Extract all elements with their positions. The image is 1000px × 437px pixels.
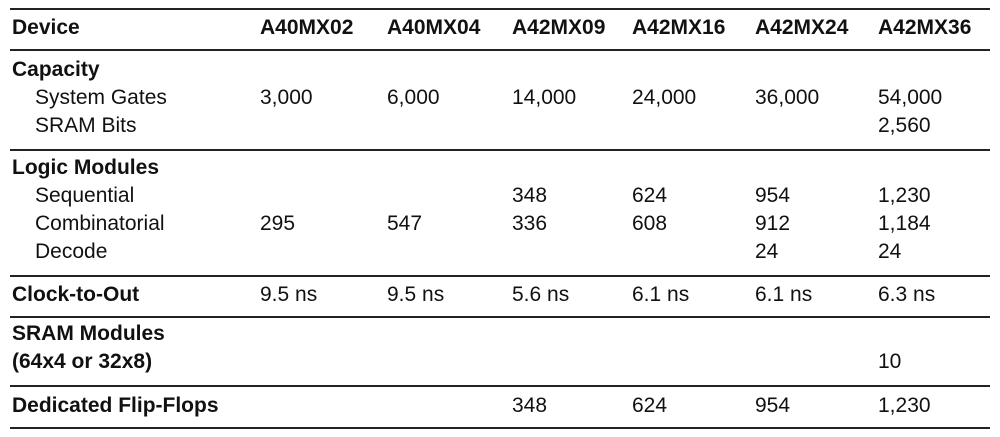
column-header: A40MX04 (387, 16, 481, 39)
header-label: Device (12, 16, 80, 39)
table-row: SRAM Bits 2,560 (0, 112, 1000, 140)
cell-value: 1,230 (878, 184, 931, 207)
cell-value: 295 (260, 212, 296, 235)
row-label: Sequential (35, 184, 135, 207)
row-label: SRAM Bits (35, 114, 137, 137)
cell-value: 1,184 (878, 212, 931, 235)
cell-value: 3,000 (260, 86, 313, 109)
table-row: Dedicated Flip-Flops 348 624 954 1,230 (0, 392, 1000, 420)
section-subtitle: (64x4 or 32x8) (12, 350, 153, 373)
cell-value: 24 (878, 240, 902, 263)
table-rule-top (10, 8, 990, 10)
section-title: Clock-to-Out (12, 283, 140, 306)
table-rule-bottom (10, 427, 990, 429)
column-header: A42MX09 (512, 16, 606, 39)
section-title: Capacity (12, 58, 100, 81)
table-row: Combinatorial 295 547 336 608 912 1,184 (0, 210, 1000, 238)
column-header: A42MX16 (632, 16, 726, 39)
column-header: A42MX36 (878, 16, 972, 39)
cell-value: 24 (755, 240, 779, 263)
column-header: A42MX24 (755, 16, 849, 39)
table-rule (10, 49, 990, 51)
column-header: A40MX02 (260, 16, 354, 39)
table-row: System Gates 3,000 6,000 14,000 24,000 36,000… (0, 84, 1000, 112)
cell-value: 14,000 (512, 86, 577, 109)
table-row: SRAM Modules (0, 320, 1000, 348)
cell-value: 54,000 (878, 86, 943, 109)
table-row: Logic Modules (0, 154, 1000, 182)
table-rule (10, 275, 990, 277)
cell-value: 6.3 ns (878, 283, 936, 306)
cell-value: 348 (512, 394, 548, 417)
cell-value: 348 (512, 184, 548, 207)
table-row: Decode 24 24 (0, 238, 1000, 266)
cell-value: 954 (755, 394, 791, 417)
cell-value: 10 (878, 350, 902, 373)
table-rule (10, 149, 990, 151)
cell-value: 624 (632, 184, 668, 207)
cell-value: 1,230 (878, 394, 931, 417)
cell-value: 547 (387, 212, 423, 235)
cell-value: 6,000 (387, 86, 440, 109)
table-row: (64x4 or 32x8) 10 (0, 348, 1000, 376)
cell-value: 36,000 (755, 86, 820, 109)
cell-value: 24,000 (632, 86, 697, 109)
cell-value: 608 (632, 212, 668, 235)
row-label: Decode (35, 240, 108, 263)
table-row: Capacity (0, 56, 1000, 84)
cell-value: 6.1 ns (755, 283, 813, 306)
row-label: System Gates (35, 86, 167, 109)
table-row: Sequential 348 624 954 1,230 (0, 182, 1000, 210)
cell-value: 624 (632, 394, 668, 417)
cell-value: 6.1 ns (632, 283, 690, 306)
cell-value: 9.5 ns (260, 283, 318, 306)
row-label: Combinatorial (35, 212, 165, 235)
cell-value: 2,560 (878, 114, 931, 137)
header-row: Device A40MX02 A40MX04 A42MX09 A42MX16 A… (0, 14, 1000, 42)
cell-value: 954 (755, 184, 791, 207)
table-rule (10, 385, 990, 387)
section-title: Dedicated Flip-Flops (12, 394, 219, 417)
cell-value: 912 (755, 212, 791, 235)
table-rule (10, 316, 990, 318)
section-title: Logic Modules (12, 156, 159, 179)
cell-value: 9.5 ns (387, 283, 445, 306)
section-title: SRAM Modules (12, 322, 165, 345)
cell-value: 336 (512, 212, 548, 235)
table-row: Clock-to-Out 9.5 ns 9.5 ns 5.6 ns 6.1 ns 6.1 … (0, 281, 1000, 309)
cell-value: 5.6 ns (512, 283, 570, 306)
